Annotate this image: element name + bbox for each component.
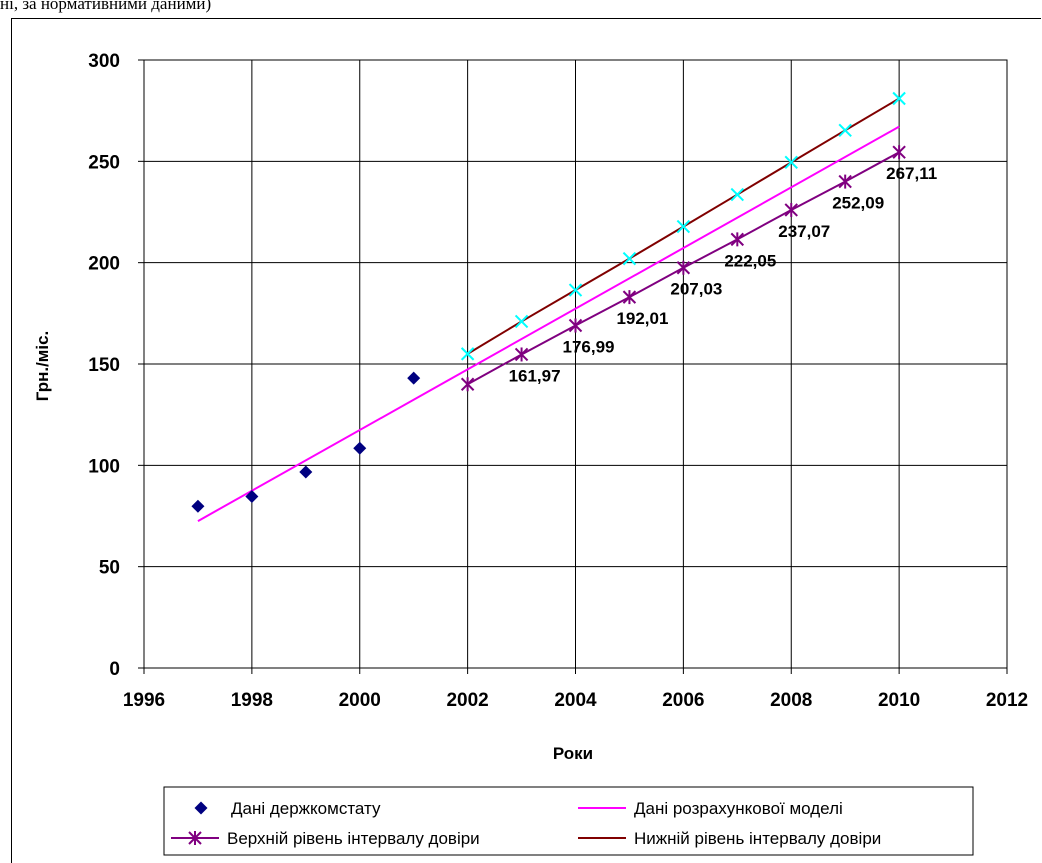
marker-stroke	[622, 251, 637, 266]
y-tick-label: 250	[88, 152, 120, 173]
x-tick-label: 2008	[770, 690, 812, 711]
legend-star-marker	[188, 831, 202, 845]
data-label: 192,01	[616, 309, 668, 328]
x-tick-label: 2006	[662, 690, 704, 711]
legend-item: Нижній рівень інтервалу довіри	[578, 829, 881, 848]
legend-label: Верхній рівень інтервалу довіри	[227, 829, 480, 848]
marker-stroke	[676, 219, 691, 234]
x-tick-label: 2010	[878, 690, 920, 711]
marker-stroke	[784, 155, 798, 170]
lower-interval-point	[460, 347, 475, 361]
y-tick-label: 50	[99, 558, 120, 579]
plot-area	[143, 59, 1008, 669]
tick-labels: 0 50 100 150 200 250 300 1996 1998 2000 2002 2004 20…	[88, 51, 1028, 711]
lower-interval-point	[622, 251, 637, 266]
derzhkomstat-point	[191, 499, 205, 513]
marker-stroke	[460, 347, 475, 361]
marker-stroke	[892, 91, 906, 106]
x-tick-label: 1998	[231, 690, 273, 711]
marker-stroke	[838, 123, 852, 138]
model-line	[197, 125, 900, 522]
data-label: 222,05	[724, 251, 776, 270]
upper-interval-point	[892, 145, 906, 160]
data-label: 252,09	[832, 194, 884, 213]
derzhkomstat-point	[353, 441, 367, 455]
lower-interval-point	[784, 155, 798, 170]
upper-interval-point	[784, 202, 798, 217]
y-tick-label: 150	[88, 355, 120, 376]
x-tick-label: 1996	[123, 690, 165, 711]
legend-item: Дані розрахункової моделі	[578, 799, 843, 818]
x-tick-label: 2002	[446, 690, 488, 711]
upper-interval-point	[514, 347, 529, 362]
data-label: 176,99	[563, 337, 615, 356]
y-tick-label: 300	[88, 51, 120, 72]
derzhkomstat-point	[407, 371, 421, 385]
x-tick-label: 2012	[986, 690, 1028, 711]
lower-interval-point	[676, 219, 691, 234]
x-axis-label: Роки	[553, 744, 593, 763]
upper-interval-point	[730, 232, 745, 247]
legend-label: Дані розрахункової моделі	[634, 799, 843, 818]
lower-interval-point	[568, 283, 583, 297]
data-labels: 161,97176,99192,01207,03222,05237,07252,…	[509, 164, 938, 385]
lower-interval-point	[838, 123, 852, 138]
marker-stroke	[730, 187, 745, 202]
x-tick-label: 2000	[339, 690, 381, 711]
upper-interval-point	[460, 377, 475, 392]
grid-lines	[138, 59, 1008, 674]
legend-label: Дані держкомстату	[231, 799, 381, 818]
y-axis-label: Грн./міс.	[33, 331, 52, 402]
series-layer	[191, 91, 906, 522]
x-tick-label: 2004	[554, 690, 597, 711]
data-label: 237,07	[778, 222, 830, 241]
upper-interval-point	[622, 290, 637, 305]
marker-stroke	[568, 283, 583, 297]
data-label: 267,11	[886, 164, 937, 183]
y-tick-label: 200	[88, 254, 120, 275]
page-text-fragment: ні, за нормативними даними)	[0, 0, 212, 13]
legend-box	[163, 786, 974, 856]
derzhkomstat-point	[245, 490, 259, 504]
y-tick-label: 100	[88, 456, 120, 477]
lower-interval-point	[892, 91, 906, 106]
legend-diamond-marker	[194, 801, 208, 815]
upper-interval-point	[568, 318, 583, 333]
legend-item: Дані держкомстату	[194, 799, 381, 818]
data-label: 207,03	[670, 280, 722, 299]
lower-interval-point	[730, 187, 745, 202]
marker-stroke	[514, 314, 529, 329]
legend-item: Верхній рівень інтервалу довіри	[171, 829, 480, 848]
data-label: 161,97	[509, 366, 561, 385]
upper-interval-point	[838, 174, 852, 189]
chart-frame	[11, 18, 1041, 863]
lower-interval-point	[514, 314, 529, 329]
legend-label: Нижній рівень інтервалу довіри	[634, 829, 881, 848]
legend: Дані держкомстату Дані розрахункової моде…	[163, 786, 974, 856]
derzhkomstat-point	[299, 465, 313, 479]
upper-interval-point	[676, 260, 691, 275]
y-tick-label: 0	[109, 659, 120, 680]
